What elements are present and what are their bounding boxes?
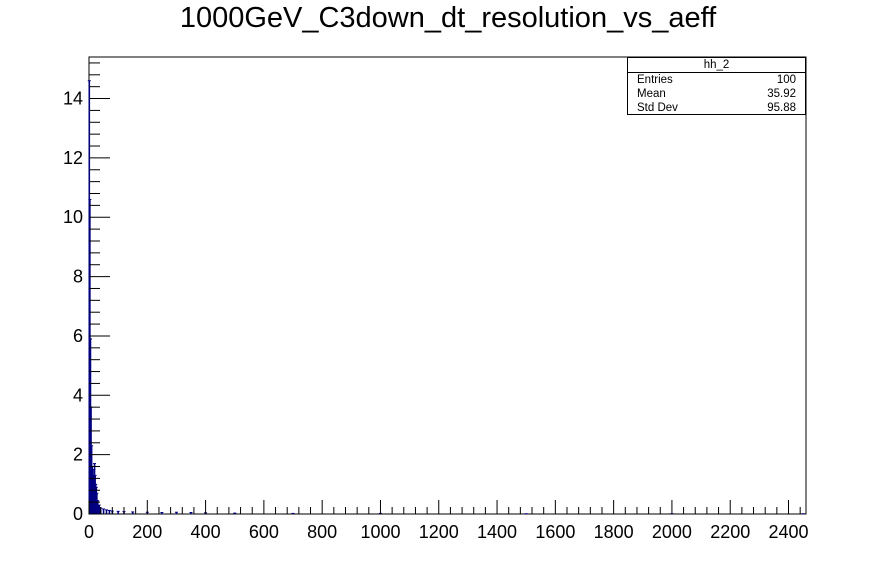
x-tick-label: 800 [307, 522, 337, 542]
stats-row-entries: Entries 100 [628, 73, 805, 87]
y-tick-label: 10 [63, 207, 83, 227]
y-tick-label: 14 [63, 89, 83, 109]
x-tick-label: 400 [191, 522, 221, 542]
chart-title: 1000GeV_C3down_dt_resolution_vs_aeff [179, 2, 717, 34]
stats-row-stddev: Std Dev 95.88 [628, 101, 805, 115]
stats-row-mean: Mean 35.92 [628, 87, 805, 101]
stats-box: hh_2 Entries 100 Mean 35.92 Std Dev 95.8… [627, 57, 806, 115]
stats-label: Mean [637, 88, 666, 100]
y-tick-label: 6 [73, 326, 83, 346]
stats-label: Std Dev [637, 102, 678, 114]
stats-title: hh_2 [628, 58, 805, 73]
y-tick-label: 0 [73, 504, 83, 524]
x-tick-label: 1600 [535, 522, 575, 542]
x-tick-label: 1000 [360, 522, 400, 542]
x-tick-label: 2200 [710, 522, 750, 542]
x-tick-label: 1800 [594, 522, 634, 542]
x-tick-label: 0 [84, 522, 94, 542]
x-tick-label: 2400 [768, 522, 808, 542]
y-tick-label: 4 [73, 385, 83, 405]
x-tick-label: 2000 [652, 522, 692, 542]
x-tick-label: 1200 [419, 522, 459, 542]
y-tick-label: 2 [73, 445, 83, 465]
x-tick-label: 200 [132, 522, 162, 542]
stats-value: 35.92 [767, 88, 796, 100]
x-tick-label: 600 [249, 522, 279, 542]
stats-label: Entries [637, 74, 673, 86]
stats-value: 95.88 [767, 102, 796, 114]
y-tick-label: 8 [73, 267, 83, 287]
y-tick-label: 12 [63, 148, 83, 168]
stats-value: 100 [776, 74, 796, 86]
x-tick-label: 1400 [477, 522, 517, 542]
plot-frame [88, 56, 807, 515]
